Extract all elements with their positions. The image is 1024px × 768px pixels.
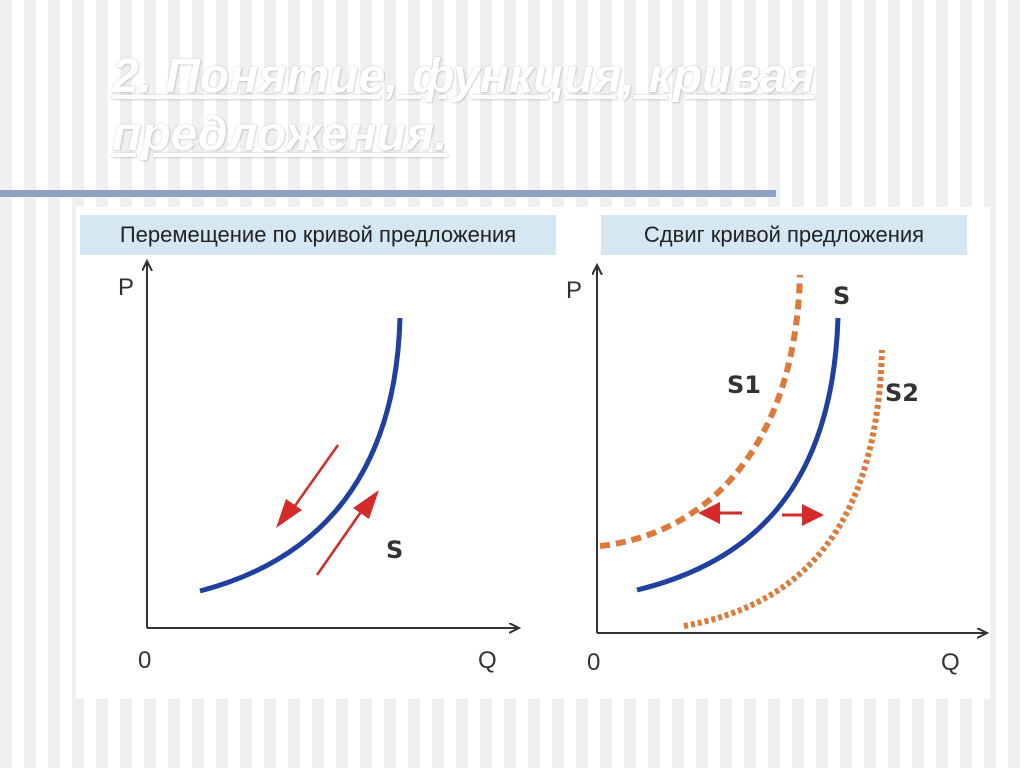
supply-curve-s1 [599, 274, 803, 549]
shift-right-arrow [782, 504, 824, 526]
left-diagram-caption: Перемещение по кривой предложения [80, 215, 556, 255]
right-diagram: P Q 0 S S1 S2 [566, 266, 986, 676]
diagram-panel: Перемещение по кривой предложения Сдвиг … [76, 207, 990, 699]
supply-curve-s [636, 317, 841, 593]
left-curve-label: S [386, 536, 403, 564]
right-y-axis-label: P [566, 277, 582, 304]
supply-curve-s [199, 317, 403, 594]
left-y-axis-label: P [118, 274, 134, 301]
right-origin-label: 0 [587, 649, 600, 676]
curve-s2-label: S2 [885, 379, 919, 407]
curve-s1-label: S1 [727, 371, 761, 399]
shift-left-arrow [698, 502, 742, 524]
supply-curve-s2 [683, 349, 885, 629]
curve-s-label: S [833, 282, 850, 310]
slide-title: 2. Понятие, функция, кривая предложения. [112, 50, 815, 161]
movement-up-arrow [315, 490, 379, 576]
left-x-axis-label: Q [478, 647, 497, 674]
right-diagram-caption: Сдвиг кривой предложения [601, 215, 967, 255]
left-origin-label: 0 [138, 647, 151, 674]
right-x-axis-label: Q [941, 649, 960, 676]
title-divider [0, 190, 776, 197]
left-diagram: P Q 0 S [118, 262, 518, 674]
movement-down-arrow [276, 444, 340, 528]
